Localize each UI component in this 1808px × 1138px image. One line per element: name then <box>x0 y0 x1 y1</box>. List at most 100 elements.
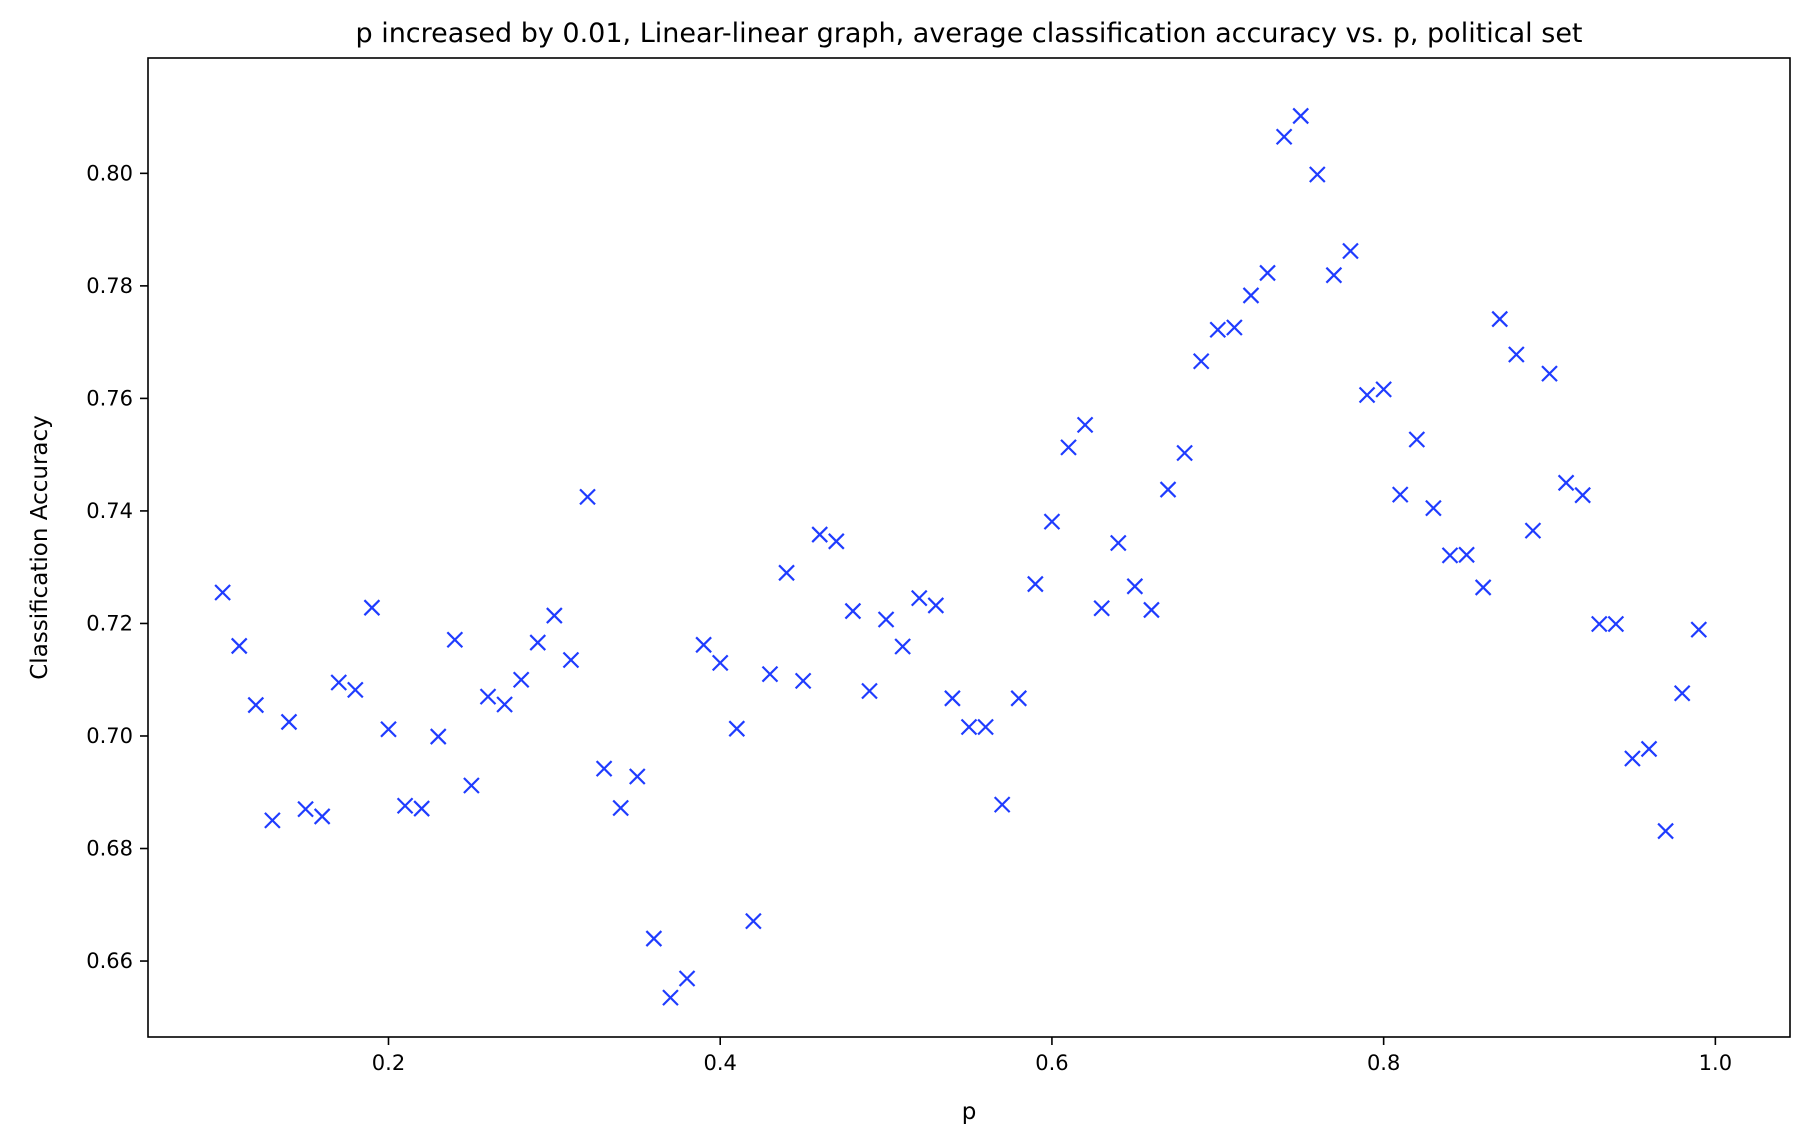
data-point-marker <box>778 564 795 582</box>
data-point-marker <box>280 713 298 731</box>
data-point-marker <box>1109 534 1127 552</box>
x-axis: 0.2 0.4 0.6 0.8 1.0 <box>372 1037 1732 1075</box>
y-tick-label: 0.70 <box>86 724 133 748</box>
data-point-marker <box>1624 750 1641 767</box>
chart-title: p increased by 0.01, Linear-linear graph… <box>355 18 1582 49</box>
data-point-marker <box>1176 444 1193 462</box>
data-point-marker <box>1259 264 1276 282</box>
data-point-marker <box>1309 166 1326 183</box>
data-point-marker <box>910 589 928 607</box>
data-point-marker <box>1209 321 1227 339</box>
data-point-marker <box>1590 615 1608 633</box>
data-point-marker <box>1143 601 1160 619</box>
data-point-marker <box>496 696 513 713</box>
plot-area-frame <box>147 57 1791 1038</box>
data-point-marker <box>429 728 447 745</box>
data-point-marker <box>711 654 729 672</box>
data-point-marker <box>745 912 762 930</box>
data-point-marker <box>612 799 629 817</box>
data-point-marker <box>1325 266 1343 284</box>
data-point-marker <box>1657 822 1674 840</box>
x-axis-label: p <box>962 1099 977 1125</box>
data-point-marker <box>1524 522 1542 539</box>
data-point-marker <box>1640 740 1658 758</box>
data-point-marker <box>678 970 696 987</box>
data-point-marker <box>1408 431 1426 448</box>
data-point-marker <box>944 690 961 707</box>
data-point-marker <box>1342 242 1359 260</box>
data-point-marker <box>1690 621 1708 638</box>
data-point-marker <box>1574 486 1591 504</box>
data-point-marker <box>645 930 663 947</box>
data-point-marker <box>479 688 497 705</box>
data-point-marker <box>546 607 563 624</box>
data-point-marker <box>1375 381 1392 398</box>
y-tick-label: 0.66 <box>86 949 133 973</box>
data-point-marker <box>413 800 430 817</box>
y-tick-label: 0.80 <box>86 161 133 185</box>
data-point-marker <box>1491 310 1509 328</box>
x-tick-label: 0.4 <box>704 1051 737 1075</box>
data-point-marker <box>1043 513 1061 530</box>
y-tick-label: 0.68 <box>86 837 133 861</box>
y-tick-label: 0.76 <box>86 386 133 410</box>
data-point-marker <box>1391 486 1409 503</box>
data-point-marker <box>1060 439 1077 456</box>
y-axis: 0.66 0.68 0.70 0.72 0.74 0.76 0.78 0.80 <box>86 161 148 973</box>
data-point-marker <box>1242 287 1260 304</box>
data-point-marker <box>1425 499 1442 517</box>
data-point-marker <box>1159 481 1177 498</box>
x-tick-label: 1.0 <box>1699 1051 1732 1075</box>
data-point-marker <box>512 671 530 688</box>
data-point-marker <box>1607 615 1625 633</box>
data-point-marker <box>977 718 994 736</box>
data-point-marker <box>579 488 596 506</box>
y-tick-label: 0.72 <box>86 611 133 635</box>
data-point-marker <box>877 611 895 628</box>
data-point-marker <box>761 665 779 683</box>
data-point-marker <box>1027 575 1044 593</box>
data-points <box>214 107 1708 1006</box>
data-point-marker <box>463 777 480 794</box>
data-point-marker <box>214 584 231 601</box>
data-point-marker <box>1076 416 1094 434</box>
x-tick-label: 0.8 <box>1367 1051 1400 1075</box>
data-point-marker <box>662 989 679 1006</box>
data-point-marker <box>695 636 712 654</box>
x-tick-label: 0.2 <box>372 1051 405 1075</box>
data-point-marker <box>1557 474 1575 492</box>
data-point-marker <box>1458 546 1475 564</box>
data-point-marker <box>529 634 547 651</box>
data-point-marker <box>1126 578 1144 595</box>
data-point-marker <box>230 637 248 655</box>
data-point-marker <box>396 797 414 815</box>
data-point-marker <box>562 651 580 669</box>
data-point-marker <box>247 696 265 714</box>
data-point-marker <box>264 812 281 829</box>
data-point-marker <box>1292 107 1309 125</box>
data-point-marker <box>1358 386 1376 404</box>
data-point-marker <box>595 760 613 777</box>
data-point-marker <box>313 808 331 825</box>
data-point-marker <box>1441 547 1459 564</box>
data-point-marker <box>1226 319 1243 336</box>
data-point-marker <box>1275 128 1293 146</box>
data-point-marker <box>380 720 397 738</box>
data-point-marker <box>330 674 348 691</box>
data-point-marker <box>1093 599 1110 617</box>
data-point-marker <box>297 800 314 818</box>
data-point-marker <box>861 682 878 700</box>
data-point-marker <box>844 602 862 620</box>
data-point-marker <box>960 718 978 736</box>
data-point-marker <box>828 533 845 550</box>
data-point-marker <box>794 672 812 690</box>
data-point-marker <box>1010 690 1028 707</box>
data-point-marker <box>1541 365 1558 382</box>
data-point-marker <box>728 720 746 737</box>
y-axis-label: Classification Accuracy <box>27 415 53 680</box>
data-point-marker <box>1192 352 1210 370</box>
data-point-marker <box>446 631 464 649</box>
data-point-marker <box>1673 684 1691 702</box>
data-point-marker <box>1508 346 1525 363</box>
